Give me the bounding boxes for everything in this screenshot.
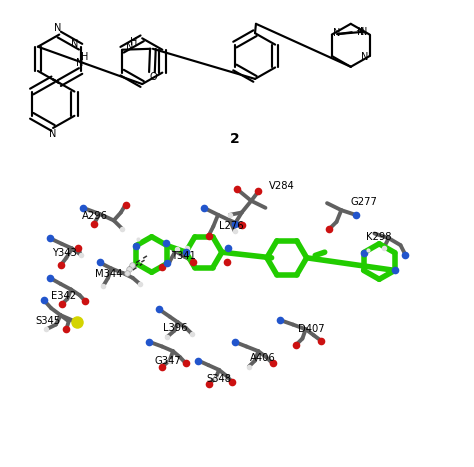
Text: H: H: [81, 52, 88, 63]
Text: G347: G347: [155, 356, 182, 366]
Text: G277: G277: [351, 197, 377, 207]
Text: N: N: [126, 42, 133, 52]
Text: N: N: [360, 27, 367, 37]
Text: N: N: [356, 27, 364, 37]
Text: M344: M344: [95, 269, 123, 279]
Text: K298: K298: [366, 232, 392, 242]
Text: E342: E342: [51, 290, 77, 301]
Text: N: N: [54, 23, 62, 34]
Text: H: H: [130, 37, 137, 47]
Text: S345: S345: [36, 316, 61, 326]
Text: L276: L276: [219, 220, 244, 231]
Text: N: N: [71, 39, 78, 49]
Text: Y343: Y343: [52, 248, 76, 258]
Text: D407: D407: [298, 324, 325, 334]
Text: 2: 2: [230, 132, 239, 146]
Text: O: O: [150, 72, 157, 82]
Text: N: N: [361, 52, 368, 62]
Text: A406: A406: [250, 353, 276, 363]
Text: S348: S348: [207, 374, 231, 384]
Text: A296: A296: [82, 211, 108, 221]
Text: ─: ─: [356, 28, 360, 34]
Text: L396: L396: [163, 323, 188, 333]
Text: T341: T341: [172, 251, 196, 261]
Text: N: N: [333, 28, 341, 38]
Text: N: N: [76, 57, 83, 68]
Text: N: N: [49, 129, 57, 139]
Text: V284: V284: [269, 181, 295, 191]
